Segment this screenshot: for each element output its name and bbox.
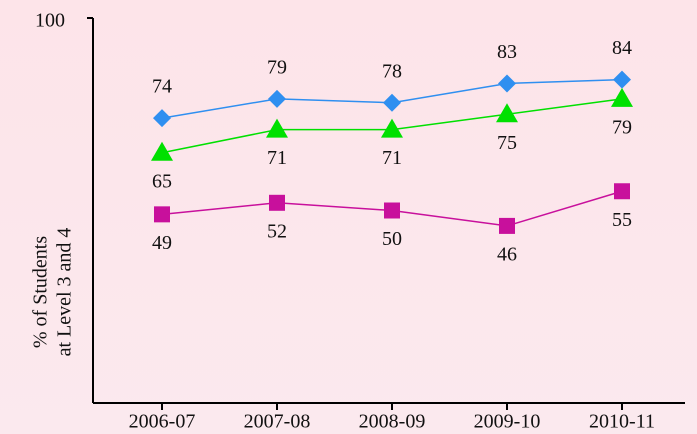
data-label: 74 (152, 76, 172, 98)
y-axis-label: % of Students (30, 236, 52, 348)
marker (614, 183, 630, 200)
marker (384, 202, 400, 219)
y-axis-label: at Level 3 and 4 (54, 228, 76, 357)
marker (381, 118, 403, 138)
data-label: 65 (152, 170, 172, 192)
data-label: 78 (382, 60, 402, 82)
x-tick-label: 2010-11 (589, 411, 655, 433)
marker (154, 206, 170, 223)
data-label: 83 (497, 41, 517, 63)
data-label: 71 (382, 147, 402, 169)
x-tick-label: 2008-09 (359, 411, 426, 433)
marker (383, 93, 401, 112)
data-label: 79 (267, 56, 287, 78)
marker (496, 103, 518, 123)
data-label: 52 (267, 220, 287, 242)
data-label: 84 (612, 37, 632, 59)
data-label: 55 (612, 209, 632, 231)
marker (613, 70, 631, 89)
marker (266, 118, 288, 138)
marker (269, 194, 285, 211)
data-label: 79 (612, 116, 632, 138)
data-label: 71 (267, 147, 287, 169)
marker (611, 87, 633, 107)
marker (153, 109, 171, 128)
x-tick-label: 2007-08 (244, 411, 311, 433)
x-tick-label: 2006-07 (129, 411, 196, 433)
data-label: 50 (382, 228, 402, 250)
y-tick-label: 100 (35, 10, 65, 32)
marker (268, 89, 286, 108)
marker (151, 141, 173, 161)
data-label: 49 (152, 232, 172, 254)
data-label: 46 (497, 243, 517, 265)
x-tick-label: 2009-10 (474, 411, 541, 433)
data-label: 75 (497, 132, 517, 154)
marker (499, 217, 515, 234)
marker (498, 74, 516, 93)
